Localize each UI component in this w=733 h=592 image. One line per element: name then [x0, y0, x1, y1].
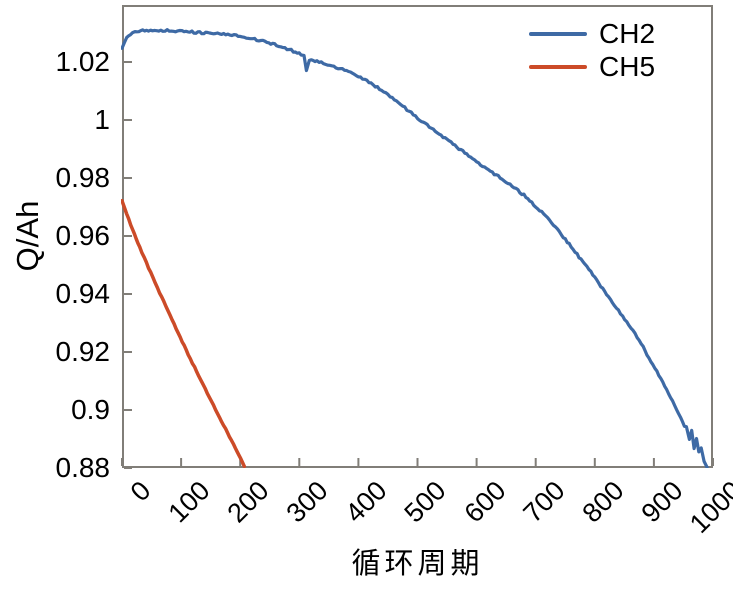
y-tick-label: 0.96 [55, 220, 111, 251]
legend-item-ch5: CH5 [529, 50, 655, 83]
legend-label-ch2: CH2 [599, 17, 656, 49]
data-series-group [121, 28, 709, 468]
tick-marks [121, 61, 714, 469]
legend-label-ch5: CH5 [599, 50, 656, 82]
legend-line-sample-ch5 [529, 64, 587, 69]
y-tick-label: 0.9 [71, 394, 110, 425]
y-tick-label: 0.98 [55, 162, 111, 193]
legend-line-sample-ch2 [529, 31, 587, 36]
y-tick-label: 0.92 [55, 336, 111, 367]
y-tick-label: 1 [94, 104, 110, 135]
series-line-ch2 [121, 28, 709, 468]
legend-item-ch2: CH2 [529, 17, 655, 50]
y-axis-title: Q/Ah [10, 200, 45, 272]
y-tick-label: 0.94 [55, 278, 111, 309]
series-line-ch5 [121, 198, 247, 468]
plot-frame [122, 5, 713, 468]
y-tick-label: 1.02 [55, 46, 111, 77]
legend: CH2 CH5 [529, 17, 655, 83]
y-tick-label: 0.88 [55, 452, 111, 483]
x-axis-title: 循环周期 [351, 546, 484, 580]
